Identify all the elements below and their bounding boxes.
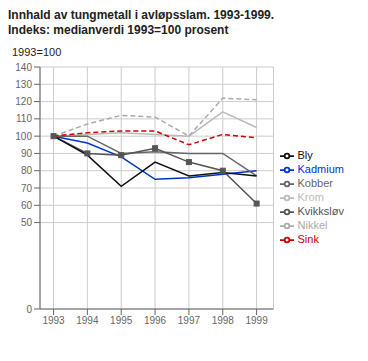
svg-text:50: 50 [21, 217, 33, 228]
svg-text:70: 70 [21, 183, 33, 194]
html-text:Innhald av tungmetall i avløps: Innhald av tungmetall i avløpsslam. 1993… [8, 8, 275, 22]
html-text:Nikkel: Nikkel [297, 219, 328, 232]
svg-text:110: 110 [16, 113, 32, 124]
html-text:1993=100: 1993=100 [12, 46, 62, 58]
html-text:Sink: Sink [297, 233, 319, 246]
svg-text:120: 120 [15, 96, 32, 107]
svg-text:1996: 1996 [144, 315, 167, 326]
html-text:Krom: Krom [297, 191, 324, 203]
html-text:Kvikksløv: Kvikksløv [297, 205, 344, 217]
html-text:Kadmium: Kadmium [297, 162, 344, 175]
svg-text:1998: 1998 [212, 315, 235, 326]
svg-text:1993: 1993 [42, 315, 65, 326]
svg-text:80: 80 [21, 165, 33, 176]
svg-text:1999: 1999 [245, 315, 268, 326]
svg-text:140: 140 [15, 62, 32, 73]
svg-text:1994: 1994 [76, 315, 99, 326]
html-text:Kobber: Kobber [297, 176, 333, 189]
html-text:Indeks: medianverdi 1993=100 p: Indeks: medianverdi 1993=100 prosent [8, 23, 229, 37]
svg-text:60: 60 [21, 200, 33, 211]
html-text:Bly: Bly [297, 148, 313, 161]
svg-text:100: 100 [15, 131, 32, 142]
svg-text:1995: 1995 [110, 315, 133, 326]
svg-text:90: 90 [21, 148, 33, 159]
svg-text:1997: 1997 [178, 315, 201, 326]
svg-text:0: 0 [26, 304, 32, 315]
svg-text:130: 130 [15, 79, 32, 90]
